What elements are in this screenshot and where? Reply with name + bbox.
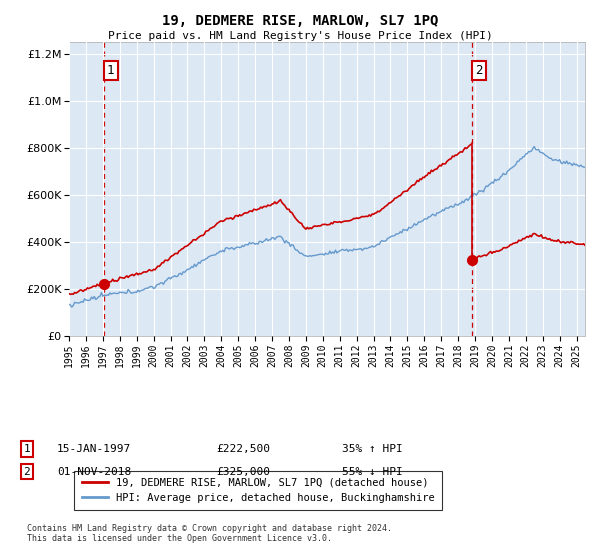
- Text: Price paid vs. HM Land Registry's House Price Index (HPI): Price paid vs. HM Land Registry's House …: [107, 31, 493, 41]
- Text: 01-NOV-2018: 01-NOV-2018: [57, 466, 131, 477]
- Text: 2: 2: [23, 466, 31, 477]
- Text: 19, DEDMERE RISE, MARLOW, SL7 1PQ: 19, DEDMERE RISE, MARLOW, SL7 1PQ: [162, 14, 438, 28]
- Text: 15-JAN-1997: 15-JAN-1997: [57, 444, 131, 454]
- Text: 35% ↑ HPI: 35% ↑ HPI: [342, 444, 403, 454]
- Text: 2: 2: [476, 64, 483, 77]
- Text: 1: 1: [23, 444, 31, 454]
- Text: £325,000: £325,000: [216, 466, 270, 477]
- Text: 1: 1: [107, 64, 115, 77]
- Legend: 19, DEDMERE RISE, MARLOW, SL7 1PQ (detached house), HPI: Average price, detached: 19, DEDMERE RISE, MARLOW, SL7 1PQ (detac…: [74, 470, 442, 510]
- Text: Contains HM Land Registry data © Crown copyright and database right 2024.
This d: Contains HM Land Registry data © Crown c…: [27, 524, 392, 543]
- Text: £222,500: £222,500: [216, 444, 270, 454]
- Text: 55% ↓ HPI: 55% ↓ HPI: [342, 466, 403, 477]
